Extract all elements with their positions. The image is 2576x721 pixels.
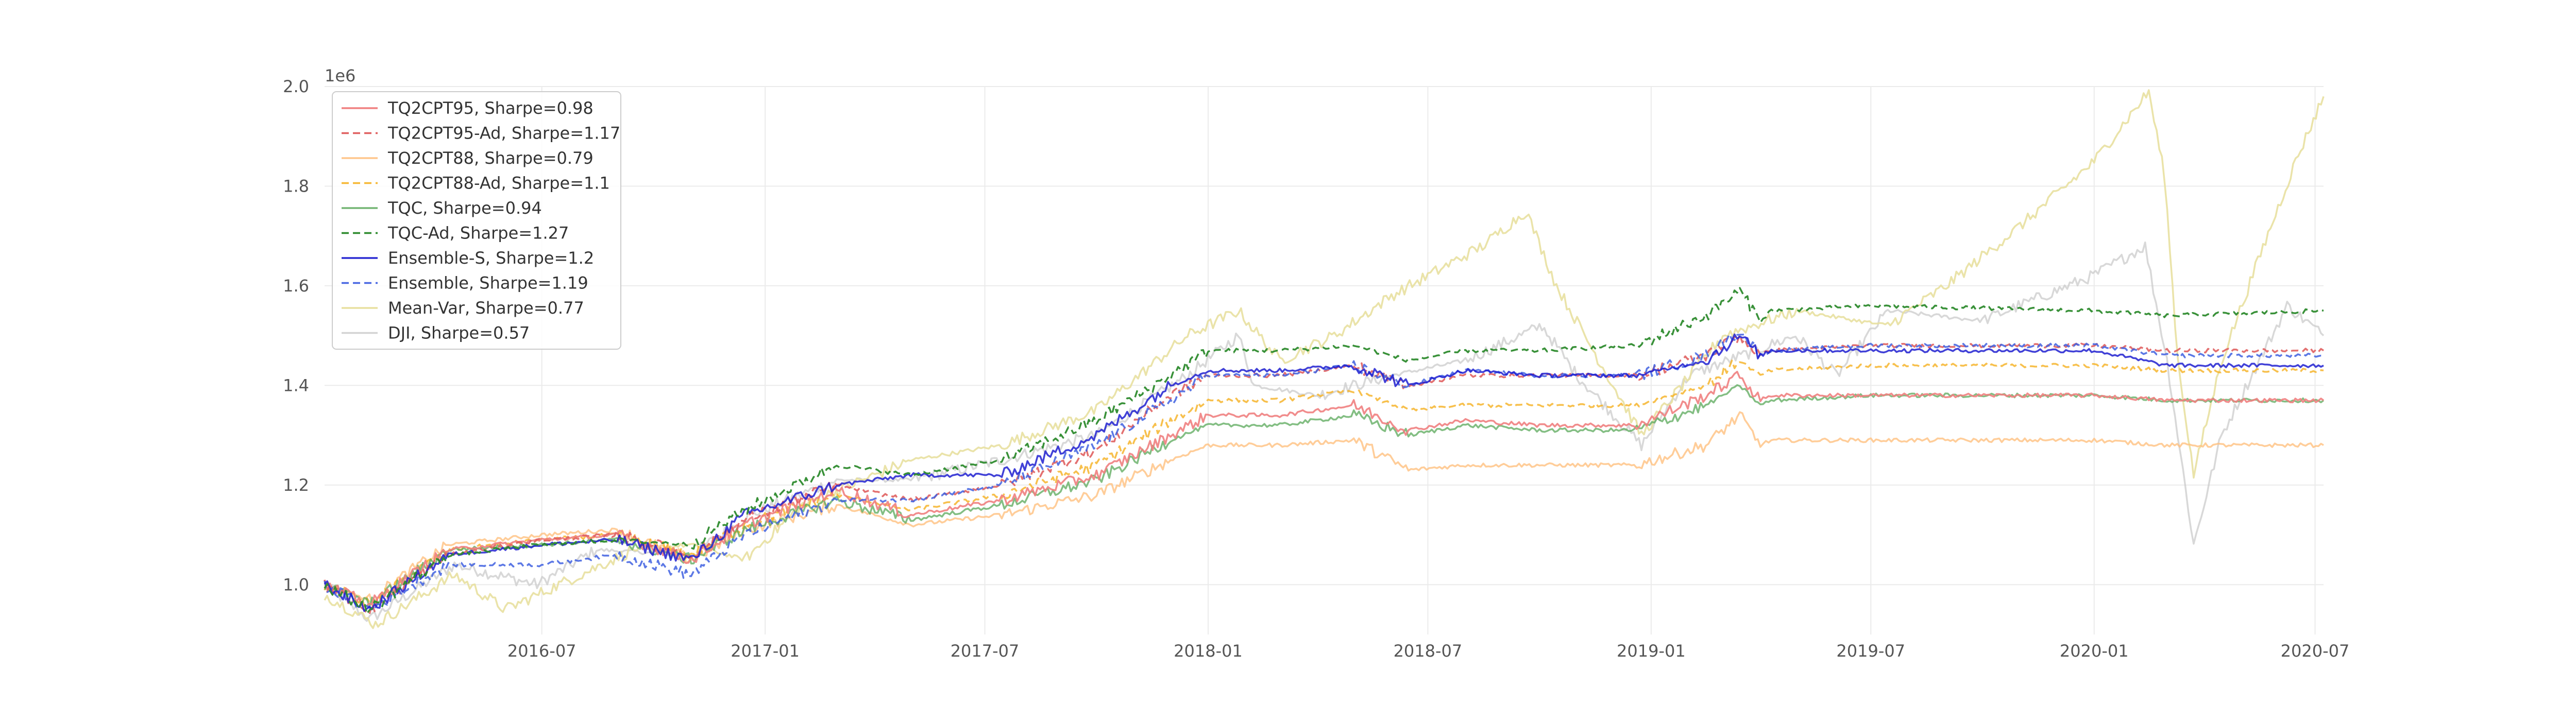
y-axis-offset-label: 1e6 xyxy=(325,66,355,85)
x-tick-label: 2017-07 xyxy=(951,641,1020,661)
legend: TQ2CPT95, Sharpe=0.98 TQ2CPT95-Ad, Sharpe… xyxy=(332,91,621,350)
legend-label: TQ2CPT95-Ad, Sharpe=1.17 xyxy=(387,124,620,143)
x-tick-label: 2018-07 xyxy=(1394,641,1463,661)
legend-label: TQC-Ad, Sharpe=1.27 xyxy=(387,224,569,243)
x-tick-label: 2020-01 xyxy=(2060,641,2129,661)
legend-label: TQ2CPT95, Sharpe=0.98 xyxy=(387,98,594,118)
series-line xyxy=(324,411,2324,604)
legend-label: Ensemble-S, Sharpe=1.2 xyxy=(388,248,594,268)
y-tick-label: 1.6 xyxy=(283,276,309,296)
y-tick-label: 1.0 xyxy=(283,575,309,594)
legend-label: TQ2CPT88-Ad, Sharpe=1.1 xyxy=(387,174,610,193)
x-tick-label: 2016-07 xyxy=(507,641,577,661)
legend-label: Ensemble, Sharpe=1.19 xyxy=(388,273,588,293)
x-axis-ticks: 2016-07 2017-01 2017-07 2018-01 2018-07 2019-… xyxy=(507,641,2350,661)
legend-label: TQC, Sharpe=0.94 xyxy=(387,198,542,218)
x-tick-label: 2019-07 xyxy=(1836,641,1905,661)
series-line xyxy=(324,370,2325,608)
series-line xyxy=(324,333,2324,612)
legend-label: Mean-Var, Sharpe=0.77 xyxy=(388,298,584,318)
legend-label: TQ2CPT88, Sharpe=0.79 xyxy=(387,148,594,168)
y-tick-label: 1.2 xyxy=(283,475,309,495)
series-layer xyxy=(324,89,2325,629)
y-tick-label: 1.4 xyxy=(283,375,309,395)
x-tick-label: 2017-01 xyxy=(731,641,800,661)
y-tick-label: 2.0 xyxy=(283,77,309,96)
x-tick-label: 2020-07 xyxy=(2281,641,2350,661)
x-tick-label: 2018-01 xyxy=(1174,641,1243,661)
series-line xyxy=(324,287,2324,615)
legend-label: DJI, Sharpe=0.57 xyxy=(388,323,530,343)
grid-lines xyxy=(325,86,2324,634)
series-line xyxy=(324,359,2324,607)
x-tick-label: 2019-01 xyxy=(1617,641,1686,661)
y-axis-ticks: 1.0 1.2 1.4 1.6 1.8 2.0 xyxy=(283,77,309,594)
legend-box xyxy=(332,91,621,350)
y-tick-label: 1.8 xyxy=(283,176,309,196)
